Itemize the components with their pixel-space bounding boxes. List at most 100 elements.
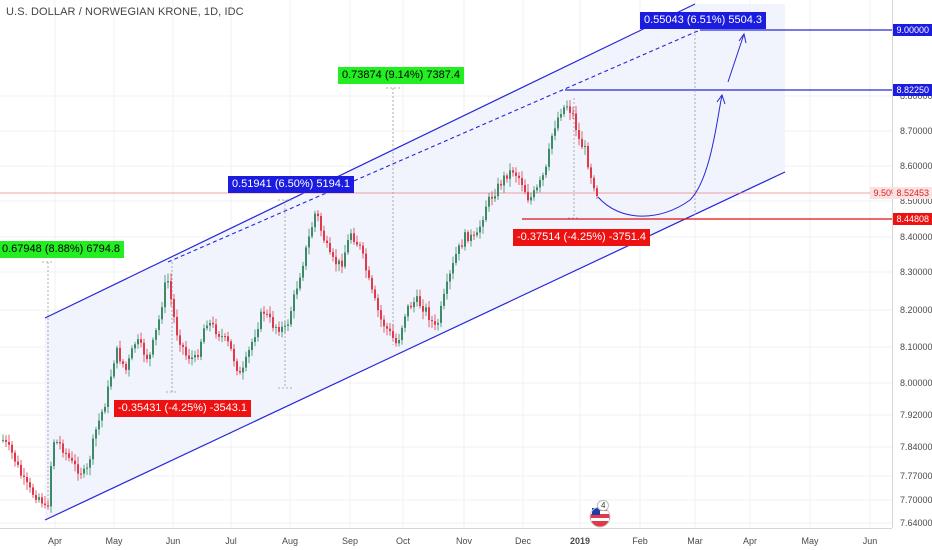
candle-body — [329, 243, 331, 253]
x-axis-ticks: Apr May Jun Jul Aug Sep Oct Nov Dec 2019 Feb Mar Apr… — [48, 536, 877, 546]
candle-body — [281, 326, 283, 332]
candle-body — [524, 185, 526, 192]
candle-body — [497, 183, 499, 197]
candle-body — [539, 180, 541, 188]
candle-body — [593, 177, 595, 189]
candle-body — [89, 459, 91, 468]
candle-body — [359, 244, 361, 246]
candle-body — [410, 305, 412, 308]
candle-body — [68, 453, 70, 458]
y-tick-label: 8.30000 — [900, 267, 932, 277]
candle-body — [233, 348, 235, 362]
price-badge-current: 8.52453 — [893, 187, 932, 199]
measure-label-4[interactable]: 0.73874 (9.14%) 7387.4 — [338, 67, 465, 84]
candle-body — [560, 114, 562, 118]
candle-body — [197, 355, 199, 357]
measure-label-1[interactable]: 0.67948 (8.88%) 6794.8 — [0, 241, 125, 258]
y-axis-ticks: 8.80000 8.70000 8.60000 8.50000 8.40000 8.300… — [900, 91, 932, 528]
candle-body — [311, 227, 313, 237]
candle-body — [518, 175, 520, 179]
price-badge-top: 9.00000 — [893, 24, 932, 36]
candle-body — [275, 327, 277, 329]
candle-body — [572, 112, 574, 114]
x-tick-label: Jul — [225, 536, 237, 546]
candle-body — [14, 452, 16, 462]
candle-body — [47, 505, 49, 507]
candle-body — [590, 167, 592, 178]
candle-body — [29, 482, 31, 488]
candle-body — [512, 170, 514, 173]
candle-body — [221, 336, 223, 338]
candle-body — [557, 117, 559, 129]
measure-lines — [42, 30, 696, 508]
event-count-badge: 4 — [597, 500, 610, 511]
candle-body — [194, 355, 196, 358]
measure-label-3[interactable]: 0.51941 (6.50%) 5194.1 — [228, 176, 355, 193]
y-tick-label: 8.10000 — [900, 342, 932, 352]
candle-body — [32, 487, 34, 495]
candle-body — [263, 311, 265, 314]
price-badge-support: 8.44808 — [893, 213, 932, 225]
y-tick-label: 8.50000 — [900, 196, 932, 206]
candle-body — [545, 166, 547, 176]
measure-label-5[interactable]: -0.37514 (-4.25%) -3751.4 — [513, 229, 651, 246]
candle-body — [287, 324, 289, 326]
candle-body — [581, 138, 583, 148]
candle-body — [251, 342, 253, 351]
candle-body — [476, 232, 478, 236]
candle-body — [2, 439, 4, 441]
candle-body — [53, 442, 55, 467]
candle-body — [98, 420, 100, 430]
candle-body — [386, 326, 388, 329]
candle-body — [146, 354, 148, 360]
candle-body — [248, 350, 250, 357]
candle-body — [110, 376, 112, 387]
candle-body — [422, 306, 424, 312]
candle-body — [8, 441, 10, 445]
candle-body — [527, 191, 529, 201]
candle-body — [458, 245, 460, 254]
candle-body — [398, 340, 400, 344]
candle-body — [266, 313, 268, 315]
candle-body — [17, 461, 19, 465]
candle-body — [299, 277, 301, 289]
candle-body — [431, 320, 433, 322]
candle-body — [320, 216, 322, 231]
x-tick-label: Mar — [687, 536, 703, 546]
candle-body — [80, 473, 82, 475]
candle-body — [62, 443, 64, 453]
candle-body — [134, 344, 136, 349]
candle-body — [119, 347, 121, 362]
measure-label-6[interactable]: 0.55043 (6.51%) 5504.3 — [640, 12, 767, 29]
x-tick-label: Apr — [743, 536, 757, 546]
candle-body — [149, 354, 151, 360]
x-tick-label: Oct — [396, 536, 411, 546]
candle-body — [113, 363, 115, 377]
x-tick-label: May — [801, 536, 819, 546]
measure-label-2[interactable]: -0.35431 (-4.25%) -3543.1 — [114, 400, 252, 417]
candles — [2, 100, 598, 513]
candle-body — [389, 328, 391, 332]
candle-body — [161, 307, 163, 320]
candle-body — [338, 260, 340, 265]
y-tick-label: 8.80000 — [900, 91, 932, 101]
candle-body — [368, 270, 370, 278]
candle-body — [341, 260, 343, 267]
candle-body — [509, 170, 511, 179]
x-tick-label: Apr — [48, 536, 62, 546]
candle-body — [455, 253, 457, 263]
y-tick-label: 7.77000 — [900, 471, 932, 481]
candle-body — [56, 442, 58, 444]
candle-body — [377, 298, 379, 311]
candle-body — [293, 294, 295, 312]
candle-body — [140, 339, 142, 343]
candle-body — [41, 497, 43, 504]
candle-body — [548, 148, 550, 167]
candle-body — [482, 219, 484, 227]
candle-body — [494, 196, 496, 199]
candle-body — [530, 197, 532, 201]
projection-arrow-2 — [738, 32, 747, 44]
candle-body — [167, 281, 169, 283]
candle-body — [200, 341, 202, 357]
